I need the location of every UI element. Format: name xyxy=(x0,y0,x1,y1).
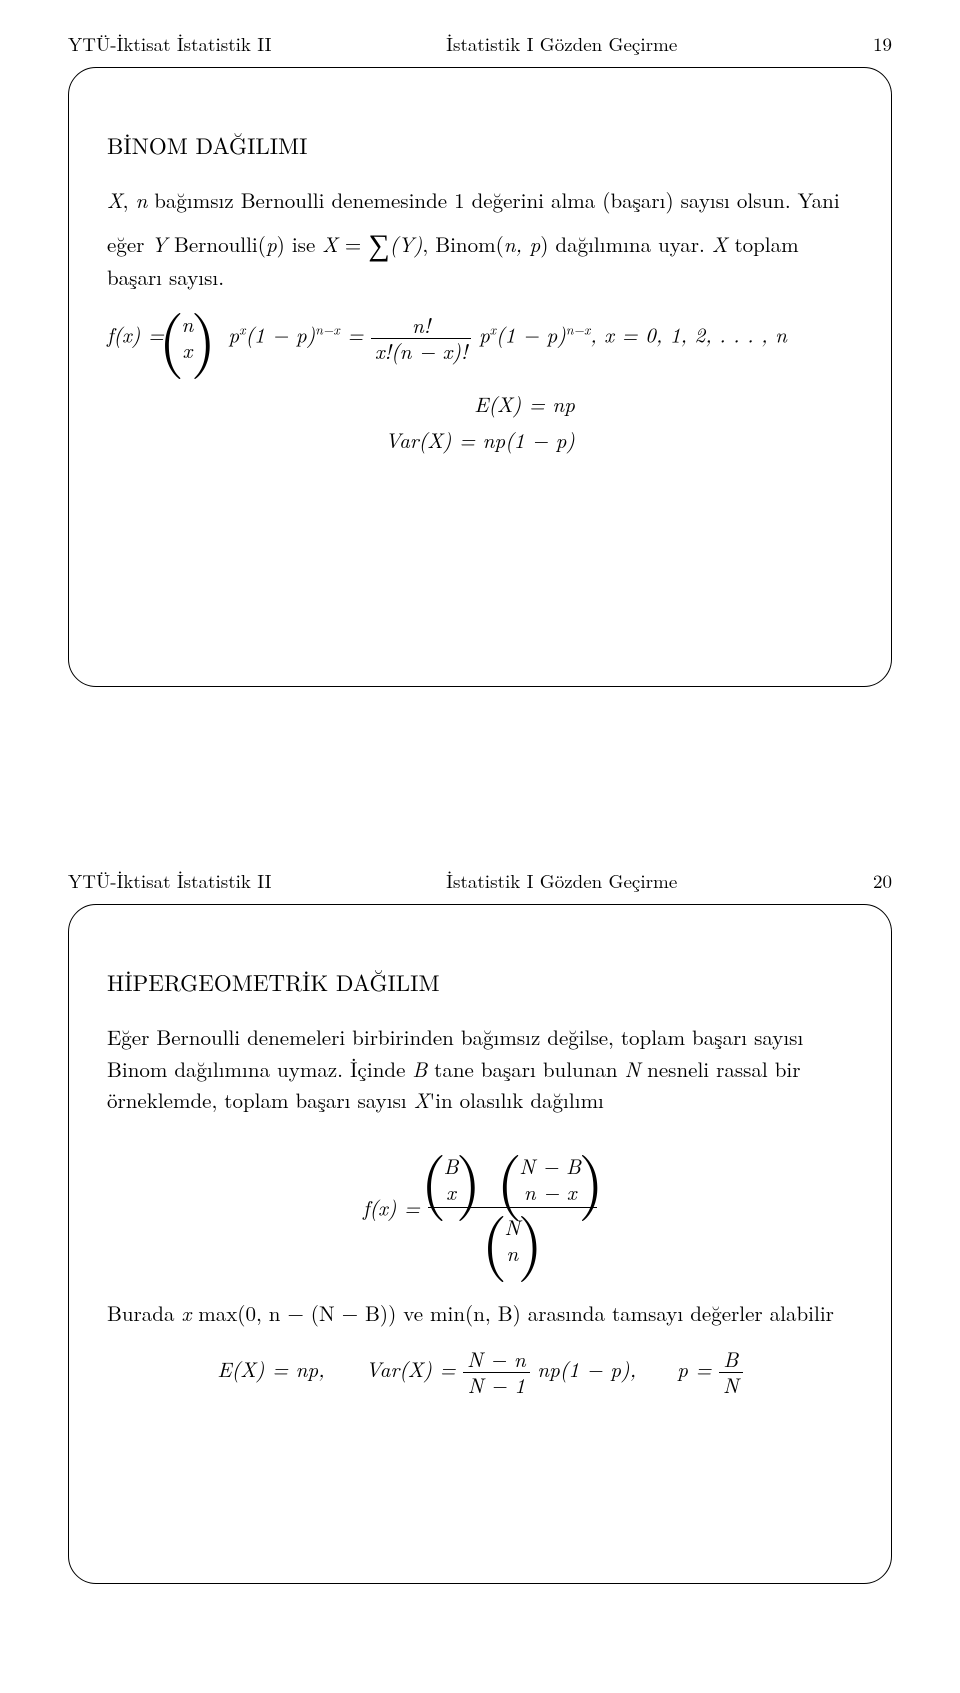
section-title: BİNOM DAĞILIMI xyxy=(107,128,853,161)
binom-x: x xyxy=(182,337,194,363)
var-X3: X xyxy=(712,229,728,259)
range-paragraph: Burada x max(0, n − (N − B)) ve min(n, B… xyxy=(107,1298,853,1330)
fpc-den: N − 1 xyxy=(463,1373,530,1397)
eq-sign: = xyxy=(347,320,371,350)
section-title: HİPERGEOMETRİK DAĞILIM xyxy=(107,965,853,998)
slide-header: YTÜ-İktisat İstatistik II İstatistik I G… xyxy=(68,867,892,894)
binom-pmf-equation: f(x) = n x px(1 − p)n−x = n! x!(n − x)! … xyxy=(107,311,853,365)
p-base2: p xyxy=(479,320,490,350)
p-num: B xyxy=(719,1348,743,1373)
header-topic: İstatistik I Gözden Geçirme xyxy=(272,867,853,894)
var-B: B xyxy=(412,1054,427,1084)
big-fraction: B x N − B n − x N xyxy=(428,1153,597,1269)
b3-top: N xyxy=(504,1214,520,1240)
q-exp2: n−x xyxy=(566,320,590,339)
factorial-fraction: n! x!(n − x)! xyxy=(371,314,472,363)
b3-bot: n xyxy=(504,1240,520,1266)
p-lhs: p = xyxy=(677,1354,719,1384)
var-n: n xyxy=(135,185,147,215)
fpc-fraction: N − n N − 1 xyxy=(463,1348,530,1397)
slide-header: YTÜ-İktisat İstatistik II İstatistik I G… xyxy=(68,30,892,57)
b1-bot: x xyxy=(444,1179,459,1205)
binom-N-n: N n xyxy=(494,1214,530,1268)
text: Bernoulli( xyxy=(167,229,266,259)
frac-num: n! xyxy=(371,314,472,339)
frac-den: x!(n − x)! xyxy=(371,339,472,363)
mean-eq: E(X) = np, xyxy=(217,1354,324,1384)
var-eq: Var(X) = np(1 − p) xyxy=(385,425,575,455)
text: ) ise xyxy=(277,229,323,259)
q-base: (1 − p) xyxy=(245,320,315,350)
var-x: x xyxy=(181,1298,191,1328)
intro-paragraph: Eğer Bernoulli denemeleri birbirinden ba… xyxy=(107,1022,853,1117)
var-X: X xyxy=(414,1085,430,1115)
text: , xyxy=(123,185,136,215)
domain-text: , x = 0, 1, 2, . . . , n xyxy=(590,320,787,350)
var-tail: np(1 − p), xyxy=(537,1354,636,1384)
var-X2: X xyxy=(322,229,338,259)
q-base2: (1 − p) xyxy=(496,320,566,350)
pmf-lhs: f(x) = xyxy=(363,1192,428,1222)
text: ) dağılımına uyar. xyxy=(540,229,712,259)
paren-Y: (Y) xyxy=(390,229,423,259)
p-base: p xyxy=(228,320,239,350)
moments-block: E(X) = np Var(X) = np(1 − p) xyxy=(107,383,853,461)
p-fraction: B N xyxy=(719,1348,743,1397)
header-course: YTÜ-İktisat İstatistik II xyxy=(68,30,272,57)
content-frame: HİPERGEOMETRİK DAĞILIM Eğer Bernoulli de… xyxy=(68,904,892,1584)
hypergeom-pmf-equation: f(x) = B x N − B n − x xyxy=(107,1153,853,1269)
fpc-num: N − n xyxy=(463,1348,530,1373)
content-frame: BİNOM DAĞILIMI X, n bağımsız Bernoulli d… xyxy=(68,67,892,687)
var-np: n, p xyxy=(504,229,541,259)
sum-icon: ∑ xyxy=(368,220,389,265)
header-page-number: 20 xyxy=(852,867,892,894)
var-p: p xyxy=(266,229,277,259)
header-course: YTÜ-İktisat İstatistik II xyxy=(68,867,272,894)
range-text: max(0, n − (N − B)) ve min(n, B) arasınd… xyxy=(198,1298,834,1328)
text: 'in olasılık dağılımı xyxy=(429,1085,604,1115)
var-N: N xyxy=(625,1054,641,1084)
text: tane başarı bulunan xyxy=(427,1054,624,1084)
binom-B-x: B x xyxy=(434,1153,469,1207)
q-exp: n−x xyxy=(315,320,339,339)
binom-coeff: n x xyxy=(172,311,204,365)
slide-1: YTÜ-İktisat İstatistik II İstatistik I G… xyxy=(0,0,960,727)
var-Y: Y xyxy=(151,229,167,259)
b1-top: B xyxy=(444,1153,459,1179)
text: = xyxy=(338,229,368,259)
slide-2: YTÜ-İktisat İstatistik II İstatistik I G… xyxy=(0,867,960,1624)
header-topic: İstatistik I Gözden Geçirme xyxy=(272,30,853,57)
mean-eq: E(X) = np xyxy=(385,389,575,419)
var-X: X xyxy=(107,185,123,215)
intro-paragraph: X, n bağımsız Bernoulli denemesinde 1 de… xyxy=(107,185,853,293)
moments-row: E(X) = np, Var(X) = N − n N − 1 np(1 − p… xyxy=(107,1348,853,1397)
text: Burada xyxy=(107,1298,181,1328)
p-den: N xyxy=(719,1373,743,1397)
b2-top: N − B xyxy=(519,1153,581,1179)
header-page-number: 19 xyxy=(852,30,892,57)
text: , Binom( xyxy=(422,229,503,259)
binom-n: n xyxy=(182,311,194,337)
var-lhs: Var(X) = xyxy=(366,1354,464,1384)
